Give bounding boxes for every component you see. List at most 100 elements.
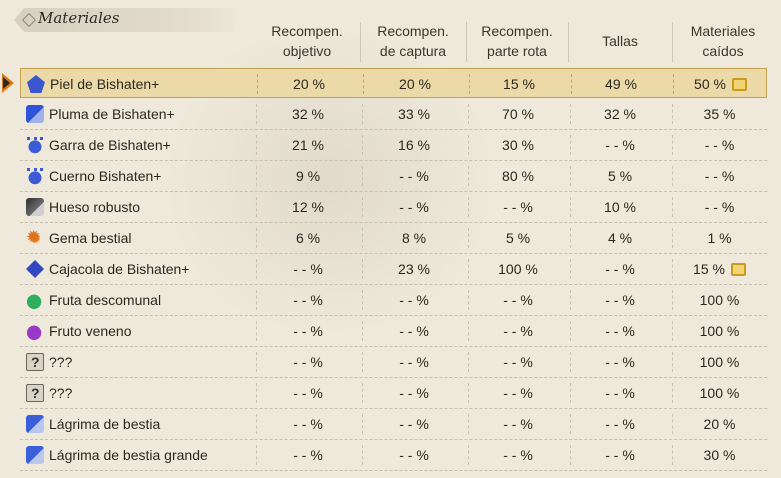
rate-value: 8 % [401,230,427,246]
rate-value: - - % [503,323,533,339]
rate-value: 1 % [707,230,732,246]
column-divider [256,414,257,434]
value-cell-parte_rota: 80 % [468,161,568,191]
section-tab [14,8,242,32]
rate-value: - - % [605,447,635,463]
diamond-material-icon [27,75,45,93]
table-row[interactable]: Cuerno Bishaten+ 9 % - - % 80 % 5 % - - % [20,161,767,192]
rate-value: 16 % [398,137,430,153]
rate-value: - - % [503,292,533,308]
column-divider [468,197,469,217]
header-divider [466,22,467,62]
table-row[interactable]: Lágrima de bestia grande - - % - - % - - % -… [20,440,767,471]
rate-value: 20 % [703,416,736,432]
rate-value: - - % [605,323,635,339]
value-cell-captura: - - % [362,440,466,470]
table-row[interactable]: Piel de Bishaten+ 20 % 20 % 15 % 49 % 50 % [20,68,767,98]
header-divider [568,22,569,62]
value-cell-tallas: 4 % [570,223,670,253]
claw-icon [26,167,44,185]
rate-value: - - % [605,354,635,370]
column-divider [256,135,257,155]
column-divider [672,197,673,217]
table-row[interactable]: Gema bestial 6 % 8 % 5 % 4 % 1 % [20,223,767,254]
value-cell-captura: 23 % [362,254,466,284]
column-divider [468,445,469,465]
value-cell-caidos: - - % [672,192,767,222]
rate-value: - - % [293,385,323,401]
column-divider [570,166,571,186]
value-cell-parte_rota: - - % [468,192,568,222]
table-row[interactable]: Lágrima de bestia - - % - - % - - % - - % 20 … [20,409,767,440]
claw-icon [26,136,44,154]
material-name: Cuerno Bishaten+ [49,168,162,184]
material-name-cell: Hueso robusto [26,192,140,222]
rate-value: - - % [503,447,533,463]
material-name: Fruta descomunal [49,292,162,308]
column-divider [257,74,258,94]
table-row[interactable]: Fruto veneno - - % - - % - - % - - % 100 % [20,316,767,347]
rate-value: 100 % [699,354,740,370]
table-row[interactable]: Hueso robusto 12 % - - % - - % 10 % - - % [20,192,767,223]
table-row[interactable]: ??? - - % - - % - - % - - % 100 % [20,347,767,378]
column-divider [672,445,673,465]
rate-value: 30 % [502,137,534,153]
column-divider [362,135,363,155]
column-divider [570,259,571,279]
value-cell-tallas: 5 % [570,161,670,191]
material-name-cell: Fruto veneno [26,316,132,346]
tear-icon [26,415,44,433]
column-divider [256,352,257,372]
value-cell-caidos: 100 % [672,347,767,377]
table-row[interactable]: Garra de Bishaten+ 21 % 16 % 30 % - - % - - % [20,130,767,161]
table-row[interactable]: Fruta descomunal - - % - - % - - % - - % 100 … [20,285,767,316]
rate-value: - - % [293,292,323,308]
table-row[interactable]: Pluma de Bishaten+ 32 % 33 % 70 % 32 % 35 % [20,99,767,130]
material-name-cell: Cajacola de Bishaten+ [26,254,190,284]
value-cell-caidos: 100 % [672,378,767,408]
column-divider [672,321,673,341]
rate-value: 5 % [505,230,531,246]
value-cell-objetivo: - - % [256,316,360,346]
rate-value: 49 % [605,76,637,92]
material-name: ??? [49,354,73,370]
rate-value: 100 % [699,323,740,339]
column-divider [468,414,469,434]
material-name: Pluma de Bishaten+ [49,106,175,122]
value-cell-captura: 8 % [362,223,466,253]
value-cell-caidos: 1 % [672,223,767,253]
material-name: Lágrima de bestia [49,416,161,432]
value-cell-captura: 16 % [362,130,466,160]
rate-value: 70 % [502,106,534,122]
rate-value: 15 % [503,76,535,92]
value-cell-parte_rota: 5 % [468,223,568,253]
column-divider [256,290,257,310]
rate-value: - - % [399,447,429,463]
material-name-cell: Lágrima de bestia grande [26,440,208,470]
value-cell-objetivo: 9 % [256,161,360,191]
rate-value: - - % [605,261,635,277]
column-divider [468,352,469,372]
table-row[interactable]: ??? - - % - - % - - % - - % 100 % [20,378,767,409]
tear-icon [26,446,44,464]
rate-value: - - % [704,168,735,184]
rate-value: 9 % [295,168,321,184]
value-cell-objetivo: - - % [256,285,360,315]
column-divider [570,383,571,403]
column-divider [362,445,363,465]
column-divider [256,259,257,279]
column-divider [256,197,257,217]
rate-value: 21 % [292,137,324,153]
column-divider [468,383,469,403]
value-cell-parte_rota: - - % [468,285,568,315]
rate-value: 10 % [604,199,636,215]
column-header-objetivo: Recompen. objetivo [271,23,343,59]
material-name: Hueso robusto [49,199,141,215]
table-row[interactable]: Cajacola de Bishaten+ - - % 23 % 100 % - - %… [20,254,767,285]
material-name: Fruto veneno [49,323,132,339]
column-divider [468,135,469,155]
column-divider [362,383,363,403]
column-divider [468,259,469,279]
selection-cursor-inner [3,77,10,89]
value-cell-captura: - - % [362,378,466,408]
